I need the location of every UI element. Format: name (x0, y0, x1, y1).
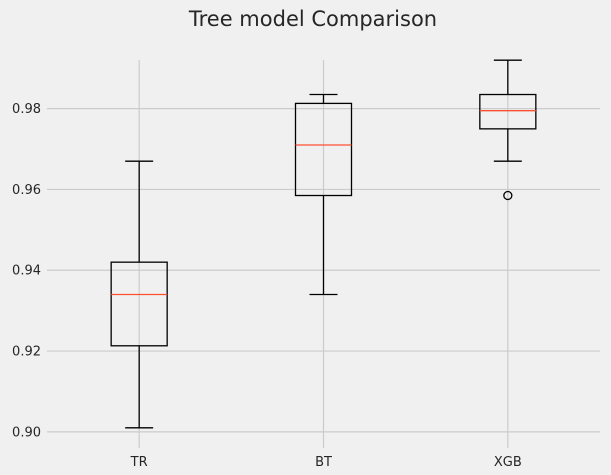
outlier-point (503, 190, 513, 201)
y-tick-label: 0.90 (12, 425, 41, 440)
y-tick-label: 0.96 (12, 183, 41, 198)
iqr-box (294, 102, 353, 197)
x-tick-label: TR (130, 455, 148, 470)
y-axis: 0.90 0.92 0.94 0.96 0.98 (12, 102, 41, 440)
chart-title: Tree model Comparison (188, 7, 437, 31)
plot-area (110, 59, 537, 429)
box-tr (110, 160, 168, 429)
y-tick-label: 0.92 (12, 345, 41, 360)
iqr-box (479, 93, 537, 130)
x-tick-label: XGB (494, 455, 522, 470)
box-xgb (479, 59, 537, 201)
y-tick-label: 0.98 (12, 102, 41, 117)
y-tick-label: 0.94 (12, 264, 41, 279)
x-axis: TR BT XGB (130, 455, 522, 470)
x-tick-label: BT (315, 455, 332, 470)
box-bt (294, 93, 353, 296)
iqr-box (110, 261, 168, 347)
